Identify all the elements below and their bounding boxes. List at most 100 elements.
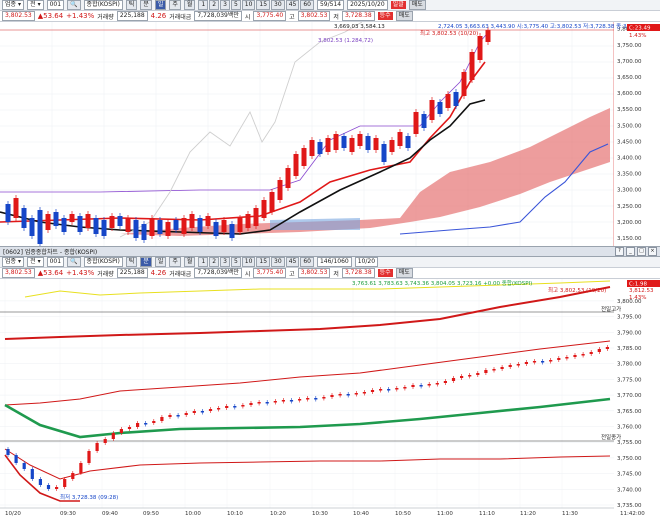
minute-candle: [298, 399, 302, 401]
price-tick: 3,795.00: [617, 315, 642, 321]
period-button-45[interactable]: 45: [285, 257, 300, 267]
minute-candle: [395, 388, 399, 390]
period-button-60[interactable]: 60: [300, 0, 314, 10]
counter-field[interactable]: 59/514: [316, 0, 345, 10]
bottom-chart-bg: [0, 279, 660, 518]
help-icon[interactable]: ?: [615, 247, 624, 256]
daily-candle: [421, 114, 427, 128]
period-button-5[interactable]: 5: [230, 0, 241, 10]
period-button-15[interactable]: 15: [256, 257, 271, 267]
code-input[interactable]: 001: [46, 0, 65, 10]
time-tick: 09:50: [143, 511, 159, 517]
market-select[interactable]: 업종 ▾: [2, 0, 25, 10]
period-button-10[interactable]: 10: [241, 0, 256, 10]
minute-candle: [14, 455, 18, 463]
minute-candle: [289, 400, 294, 402]
quote-tag-b[interactable]: 매도: [395, 11, 413, 21]
quote-tag-a-2[interactable]: 등수: [377, 269, 393, 277]
daily-candle: [205, 216, 211, 226]
minute-candle: [208, 409, 213, 411]
daily-candle: [133, 220, 139, 238]
counter-field-2[interactable]: 146/1060: [316, 257, 352, 267]
day-button-2[interactable]: 일: [154, 257, 167, 267]
daily-candle: [405, 136, 411, 148]
period-button-2[interactable]: 2: [209, 257, 220, 267]
period-button-10[interactable]: 10: [241, 257, 256, 267]
daily-ichimoku-chart[interactable]: 3,150.00 3,200.00 3,250.00 3,300.00 3,350.00…: [0, 22, 660, 246]
week-button-2[interactable]: 주: [169, 257, 181, 267]
bottom-price-axis: 3,735.00 3,740.00 3,745.00 3,750.00 3,755.00…: [614, 279, 660, 518]
type-select[interactable]: 전 ▾: [27, 0, 44, 10]
tick-button[interactable]: 틱: [125, 0, 138, 10]
daily-candle: [189, 214, 195, 228]
tag-a[interactable]: 일괄: [390, 1, 406, 9]
bottom-right-pct: 1.43%: [629, 295, 646, 301]
period-button-30[interactable]: 30: [271, 257, 285, 267]
envelope-line: [0, 29, 491, 193]
period-button-1[interactable]: 1: [198, 0, 209, 10]
month-button-2[interactable]: 월: [183, 257, 196, 267]
quote-tag-b-2[interactable]: 매도: [395, 268, 413, 278]
bottom-low-annotation: 최저 3,728.38 (09:28): [60, 493, 118, 501]
daily-candle: [437, 102, 443, 114]
period-button-45[interactable]: 45: [285, 0, 300, 10]
week-button[interactable]: 주: [169, 0, 181, 10]
minute-candle: [30, 469, 34, 479]
minute-candle: [387, 389, 391, 391]
month-button[interactable]: 월: [183, 0, 196, 10]
price-tick: 3,550.00: [617, 107, 642, 113]
minute-candle: [273, 401, 277, 403]
maximize-icon[interactable]: □: [637, 247, 646, 256]
minute-candle: [306, 398, 310, 400]
name-field-2[interactable]: 종합(KOSPI): [83, 257, 123, 267]
minute-candle: [338, 394, 342, 396]
quote-tag-a[interactable]: 등수: [377, 12, 393, 20]
search-icon[interactable]: 🔍: [67, 257, 81, 267]
type-select-2[interactable]: 전 ▾: [27, 257, 44, 267]
top-chart-bg: [0, 22, 660, 246]
daily-candle: [117, 216, 123, 226]
price-tick: 3,735.00: [617, 503, 642, 509]
right-label-box: [627, 24, 660, 31]
price-tick: 3,765.00: [617, 409, 642, 415]
intraday-bollinger-chart[interactable]: 3,735.00 3,740.00 3,745.00 3,750.00 3,755.00…: [0, 279, 660, 518]
day-field-2[interactable]: 10/20: [354, 257, 379, 267]
price-tick: 3,750.00: [617, 43, 642, 49]
daily-candle: [261, 200, 267, 218]
low-value-2: 3,728.38: [341, 268, 375, 278]
change-pct-2: +1.43%: [66, 269, 95, 277]
daily-candle: [477, 36, 483, 60]
axis-bg: [614, 22, 660, 246]
daily-candle: [429, 100, 435, 120]
date-field[interactable]: 2025/10/20: [347, 0, 388, 10]
daily-candle: [445, 94, 451, 108]
day-button[interactable]: 일: [154, 0, 167, 10]
daily-candle: [413, 112, 419, 134]
price-tick: 3,650.00: [617, 75, 642, 81]
bottom-high-annotation: 최고 3,802.53 (10/20): [548, 286, 606, 294]
code-input-2[interactable]: 001: [46, 257, 65, 267]
period-button-15[interactable]: 15: [256, 0, 271, 10]
tick-button-2[interactable]: 틱: [125, 257, 138, 267]
minute-candle: [541, 361, 545, 363]
minute-candle: [451, 378, 456, 381]
market-select-2[interactable]: 업종 ▾: [2, 257, 25, 267]
minute-candle: [119, 429, 123, 433]
period-button-2[interactable]: 2: [209, 0, 220, 10]
high-label-2: 고: [289, 270, 295, 278]
daily-candle: [69, 214, 75, 222]
period-button-5[interactable]: 5: [230, 257, 241, 267]
name-field[interactable]: 종합(KOSPI): [83, 0, 123, 10]
period-button-30[interactable]: 30: [271, 0, 285, 10]
period-button-1[interactable]: 1: [198, 257, 209, 267]
period-button-3[interactable]: 3: [220, 0, 230, 10]
period-button-60[interactable]: 60: [300, 257, 314, 267]
minute-candle: [233, 406, 237, 408]
minute-button[interactable]: 분: [140, 0, 152, 10]
search-icon[interactable]: 🔍: [67, 0, 81, 10]
tag-b[interactable]: 매도: [408, 0, 426, 10]
minimize-icon[interactable]: _: [626, 247, 635, 256]
close-icon[interactable]: ×: [648, 247, 657, 256]
period-button-3[interactable]: 3: [220, 257, 230, 267]
minute-button-2[interactable]: 분: [140, 257, 152, 267]
